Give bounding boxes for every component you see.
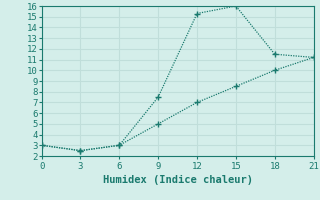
X-axis label: Humidex (Indice chaleur): Humidex (Indice chaleur): [103, 175, 252, 185]
